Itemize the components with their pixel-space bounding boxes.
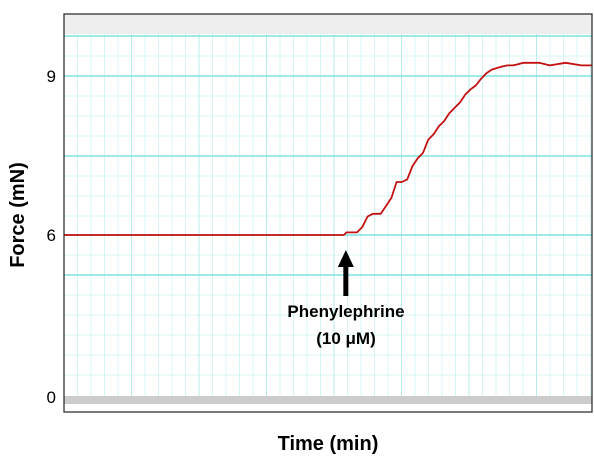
y-tick-label: 6 <box>47 226 56 245</box>
y-ticks: 0 6 9 <box>47 67 56 407</box>
y-tick-label: 0 <box>47 388 56 407</box>
arrow-head <box>337 250 354 267</box>
plot-border <box>63 13 593 413</box>
y-tick-label: 9 <box>47 67 56 86</box>
force-trace-line <box>64 61 592 236</box>
y-axis-title: Force (mN) <box>7 162 29 268</box>
annotation-line-1: Phenylephrine <box>287 302 404 321</box>
plot-frame <box>63 13 593 413</box>
series-layer <box>64 61 592 236</box>
up-arrow-icon <box>337 250 354 296</box>
x-axis-title: Time (min) <box>278 433 379 455</box>
bottom-band <box>64 396 592 404</box>
top-band <box>64 14 592 34</box>
annotation-line-2: (10 μM) <box>316 329 376 348</box>
grid <box>64 14 592 404</box>
